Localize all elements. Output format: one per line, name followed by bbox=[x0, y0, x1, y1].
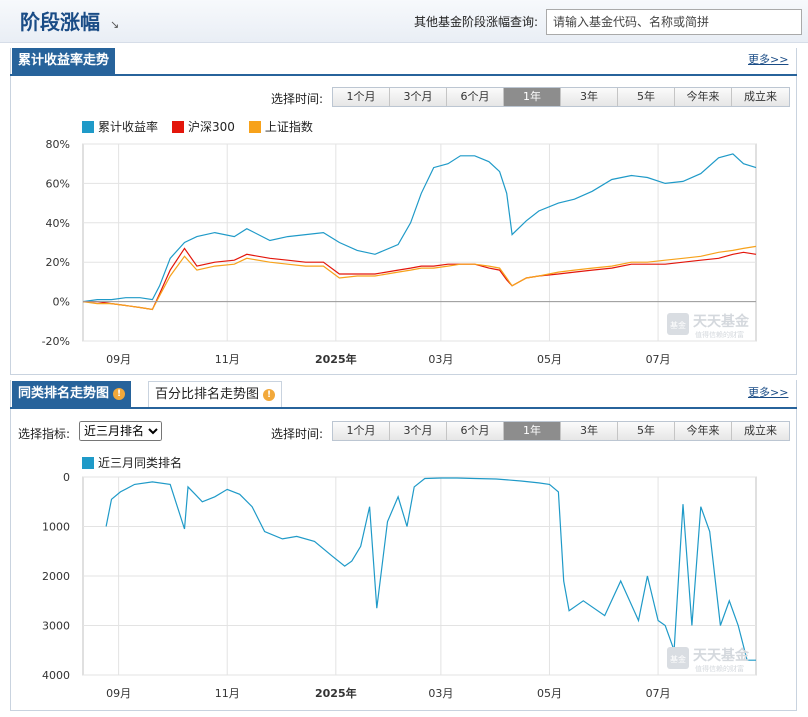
watermark-subtext: 值得信赖的财富 bbox=[695, 664, 744, 673]
indicator-select[interactable]: 近三月排名 bbox=[79, 421, 162, 441]
tab-percentile-rank[interactable]: 百分比排名走势图! bbox=[148, 381, 283, 407]
period-selector: 1个月 3个月 6个月 1年 3年 5年 今年来 成立来 bbox=[332, 421, 790, 441]
period-button[interactable]: 3年 bbox=[561, 422, 618, 440]
legend-item[interactable]: 沪深300 bbox=[172, 118, 235, 135]
period-button[interactable]: 5年 bbox=[618, 422, 675, 440]
page-title: 阶段涨幅 bbox=[20, 10, 100, 34]
legend-label: 上证指数 bbox=[264, 120, 313, 134]
period-button[interactable]: 6个月 bbox=[447, 88, 504, 106]
legend-swatch bbox=[82, 120, 94, 133]
period-button[interactable]: 5年 bbox=[618, 88, 675, 106]
x-tick-label: 05月 bbox=[537, 687, 562, 700]
x-tick-label: 09月 bbox=[106, 687, 131, 700]
watermark-subtext: 值得信赖的财富 bbox=[695, 330, 744, 339]
y-tick-label: -20% bbox=[42, 335, 70, 348]
indicator-label: 选择指标: bbox=[18, 427, 71, 441]
series-line bbox=[105, 477, 756, 661]
watermark-seal-text: 基金 bbox=[670, 320, 686, 330]
x-tick-label: 09月 bbox=[106, 353, 131, 366]
y-tick-label: 3000 bbox=[42, 620, 70, 633]
period-button[interactable]: 6个月 bbox=[447, 422, 504, 440]
chart-legend: 近三月同类排名 bbox=[82, 454, 196, 471]
period-button[interactable]: 3个月 bbox=[390, 88, 447, 106]
x-tick-label: 2025年 bbox=[315, 686, 357, 700]
period-button[interactable]: 3个月 bbox=[390, 422, 447, 440]
y-tick-label: 1000 bbox=[42, 521, 70, 534]
legend-label: 近三月同类排名 bbox=[98, 456, 183, 470]
y-tick-label: 0 bbox=[63, 471, 70, 484]
x-tick-label: 07月 bbox=[646, 353, 671, 366]
cumulative-return-panel bbox=[10, 48, 797, 375]
rank-tabbar bbox=[10, 380, 797, 409]
legend-label: 沪深300 bbox=[188, 120, 235, 134]
period-button[interactable]: 1个月 bbox=[333, 88, 390, 106]
period-button[interactable]: 1个月 bbox=[333, 422, 390, 440]
fund-search-input[interactable]: 请输入基金代码、名称或简拼 bbox=[546, 9, 802, 35]
period-button[interactable]: 1年 bbox=[504, 88, 561, 106]
period-button[interactable]: 成立来 bbox=[732, 88, 789, 106]
watermark-text: 天天基金 bbox=[693, 647, 750, 664]
tab-percentile-rank-label: 百分比排名走势图 bbox=[155, 387, 260, 402]
y-tick-label: 0% bbox=[53, 296, 70, 309]
y-tick-label: 2000 bbox=[42, 570, 70, 583]
tiantian-fund-logo bbox=[667, 313, 689, 335]
info-badge-icon: ! bbox=[263, 388, 276, 401]
legend-swatch bbox=[248, 120, 261, 133]
x-tick-label: 05月 bbox=[537, 353, 562, 366]
series-line bbox=[83, 247, 757, 311]
expand-arrow-icon[interactable]: ↘ bbox=[110, 18, 120, 31]
info-badge-icon: ! bbox=[113, 387, 126, 400]
series-line bbox=[82, 153, 757, 303]
y-tick-label: 80% bbox=[46, 138, 70, 151]
period-selector: 1个月 3个月 6个月 1年 3年 5年 今年来 成立来 bbox=[332, 87, 790, 107]
period-label: 选择时间: bbox=[271, 92, 324, 106]
legend-label: 累计收益率 bbox=[98, 120, 159, 134]
tab-cumulative-return[interactable]: 累计收益率走势 bbox=[12, 48, 116, 74]
x-tick-label: 2025年 bbox=[315, 352, 357, 366]
tab-rank-trend[interactable]: 同类排名走势图! bbox=[12, 381, 132, 407]
period-button[interactable]: 成立来 bbox=[732, 422, 789, 440]
legend-item[interactable]: 上证指数 bbox=[248, 118, 313, 135]
x-tick-label: 07月 bbox=[646, 687, 671, 700]
rank-trend-panel bbox=[10, 380, 797, 711]
legend-item[interactable]: 近三月同类排名 bbox=[82, 454, 182, 471]
y-tick-label: 40% bbox=[46, 217, 70, 230]
more-link[interactable]: 更多>> bbox=[748, 53, 789, 66]
series-line bbox=[82, 245, 757, 311]
search-label: 其他基金阶段涨幅查询: bbox=[414, 15, 539, 29]
y-tick-label: 4000 bbox=[42, 669, 70, 682]
watermark-seal-text: 基金 bbox=[670, 654, 686, 664]
x-tick-label: 03月 bbox=[428, 687, 453, 700]
cumulative-return-chart: 80% 60% 40% 20% 0% -20% 09月 11月 2025年 03月 05月 07月 基金… bbox=[42, 138, 757, 366]
y-tick-label: 60% bbox=[46, 177, 70, 190]
legend-swatch bbox=[172, 120, 185, 133]
period-button[interactable]: 今年来 bbox=[675, 422, 732, 440]
legend-item[interactable]: 累计收益率 bbox=[82, 118, 158, 135]
y-tick-label: 20% bbox=[46, 256, 70, 269]
rank-trend-chart: 0 1000 2000 3000 4000 09月 11月 2025年 03月 05月 07月 基金天… bbox=[42, 471, 757, 700]
chart-legend: 累计收益率 沪深300 上证指数 bbox=[82, 118, 327, 135]
x-tick-label: 03月 bbox=[428, 353, 453, 366]
cumulative-tabbar bbox=[10, 48, 797, 76]
tiantian-fund-logo bbox=[667, 647, 689, 669]
x-tick-label: 11月 bbox=[215, 687, 240, 700]
more-link[interactable]: 更多>> bbox=[748, 386, 789, 399]
period-button[interactable]: 1年 bbox=[504, 422, 561, 440]
period-button[interactable]: 今年来 bbox=[675, 88, 732, 106]
tab-rank-trend-label: 同类排名走势图 bbox=[18, 386, 110, 401]
x-tick-label: 11月 bbox=[215, 353, 240, 366]
period-button[interactable]: 3年 bbox=[561, 88, 618, 106]
period-label: 选择时间: bbox=[271, 427, 324, 441]
watermark-text: 天天基金 bbox=[693, 313, 750, 330]
legend-swatch bbox=[82, 456, 94, 469]
